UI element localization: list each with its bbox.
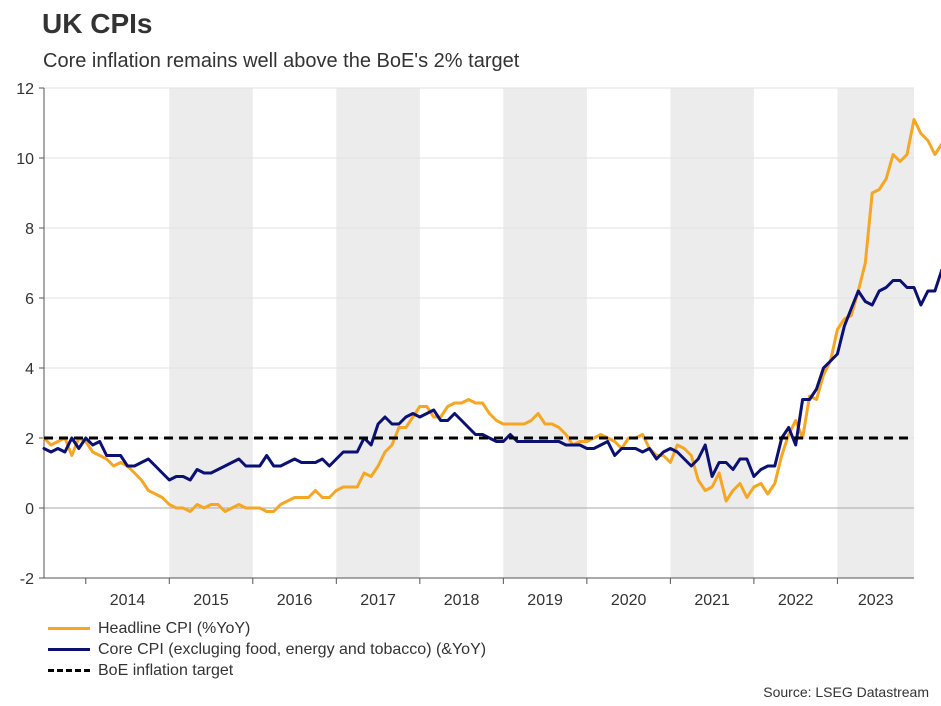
y-tick-label: 12: [16, 81, 34, 98]
y-tick-label: -2: [20, 571, 34, 588]
series-line-headline: [42, 118, 941, 513]
legend-item-target: BoE inflation target: [48, 660, 486, 681]
x-tick-label: 2019: [527, 592, 563, 609]
legend-label-target: BoE inflation target: [98, 661, 234, 679]
y-tick-label: 6: [25, 291, 34, 308]
x-tick-label: 2014: [110, 592, 146, 609]
y-tick-label: 10: [16, 151, 34, 168]
chart-subtitle: Core inflation remains well above the Bo…: [43, 50, 520, 72]
legend-label-headline: Headline CPI (%YoY): [98, 619, 251, 637]
legend-item-core: Core CPI (excluging food, energy and tob…: [48, 639, 486, 660]
source-note: Source: LSEG Datastream: [763, 684, 929, 700]
legend-item-headline: Headline CPI (%YoY): [48, 618, 486, 639]
y-tick-label: 8: [25, 221, 34, 238]
shaded-band-2021: [670, 88, 754, 578]
chart-canvas: -2 0 2 4 6 8 10 12 2014 2015 2016 2017 2018 2019 2020 2…: [16, 81, 941, 609]
shaded-band-2019: [503, 88, 587, 578]
legend-swatch-headline: [48, 627, 90, 630]
x-tick-label: 2017: [360, 592, 396, 609]
legend-label-core: Core CPI (excluging food, energy and tob…: [98, 640, 487, 658]
x-tick-label: 2018: [444, 592, 480, 609]
x-tick-label: 2023: [858, 592, 894, 609]
x-tick-label: 2020: [611, 592, 647, 609]
x-tick-label: 2022: [778, 592, 814, 609]
shaded-band-2023: [837, 88, 914, 578]
legend-swatch-target: [48, 669, 90, 672]
legend-swatch-core: [48, 648, 90, 651]
y-tick-label: 4: [25, 361, 34, 378]
x-tick-label: 2015: [193, 592, 229, 609]
shaded-band-2015: [169, 88, 253, 578]
legend: Headline CPI (%YoY) Core CPI (excluging …: [48, 618, 486, 681]
chart-title: UK CPIs: [42, 8, 153, 39]
y-tick-label: 0: [25, 501, 34, 518]
y-tick-label: 2: [25, 431, 34, 448]
x-tick-label: 2021: [694, 592, 730, 609]
x-tick-label: 2016: [277, 592, 313, 609]
shaded-band-2017: [336, 88, 420, 578]
